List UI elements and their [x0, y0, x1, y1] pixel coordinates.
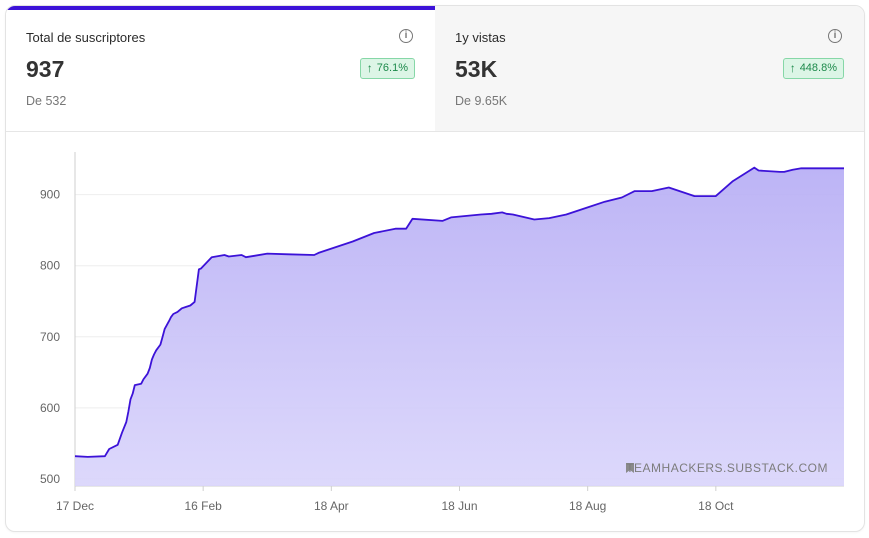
arrow-up-icon: ↑: [366, 61, 373, 75]
change-value: 76.1%: [376, 62, 408, 74]
y-tick-label: 700: [40, 330, 60, 344]
y-tick-label: 800: [40, 259, 60, 273]
y-tick-label: 600: [40, 401, 60, 415]
metric-previous: De 532: [26, 94, 67, 108]
y-tick-label: 500: [40, 472, 60, 486]
subscribers-area-chart: 500 600 700 800 900 17 Dec 16 Feb 18 Apr 18 Jun 1…: [40, 152, 844, 513]
change-badge: ↑ 448.8%: [782, 58, 844, 79]
x-tick-label: 18 Jun: [441, 499, 477, 513]
change-badge: ↑ 76.1%: [359, 58, 415, 79]
bookmark-icon: [626, 463, 634, 473]
change-value: 448.8%: [799, 62, 837, 74]
watermark: TEAMHACKERS.SUBSTACK.COM: [626, 461, 828, 475]
x-tick-label: 18 Aug: [569, 499, 606, 513]
metric-tab-views[interactable]: 1y vistas i 53K ↑ 448.8% De 9.65K: [435, 6, 864, 131]
series-area: [75, 167, 844, 486]
info-circle-icon[interactable]: i: [399, 29, 413, 43]
metric-label: 1y vistas: [455, 30, 506, 45]
x-tick-label: 18 Oct: [698, 499, 734, 513]
y-tick-label: 900: [40, 188, 60, 202]
stats-card: Total de suscriptores i 937 ↑ 76.1% De 5…: [5, 5, 865, 532]
active-tab-indicator: [6, 6, 435, 10]
info-circle-icon[interactable]: i: [828, 29, 842, 43]
x-tick-label: 18 Apr: [314, 499, 349, 513]
x-tick-label: 16 Feb: [184, 499, 222, 513]
series-line: [74, 166, 844, 458]
watermark-text: TEAMHACKERS.SUBSTACK.COM: [626, 461, 828, 475]
x-tick-label: 17 Dec: [56, 499, 94, 513]
arrow-up-icon: ↑: [789, 61, 796, 75]
metric-value: 53K: [455, 56, 498, 82]
metric-previous: De 9.65K: [455, 94, 508, 108]
metric-value: 937: [26, 56, 65, 82]
metrics-header: Total de suscriptores i 937 ↑ 76.1% De 5…: [6, 6, 864, 132]
metric-tab-subscribers[interactable]: Total de suscriptores i 937 ↑ 76.1% De 5…: [6, 6, 435, 131]
metric-label: Total de suscriptores: [26, 30, 146, 45]
